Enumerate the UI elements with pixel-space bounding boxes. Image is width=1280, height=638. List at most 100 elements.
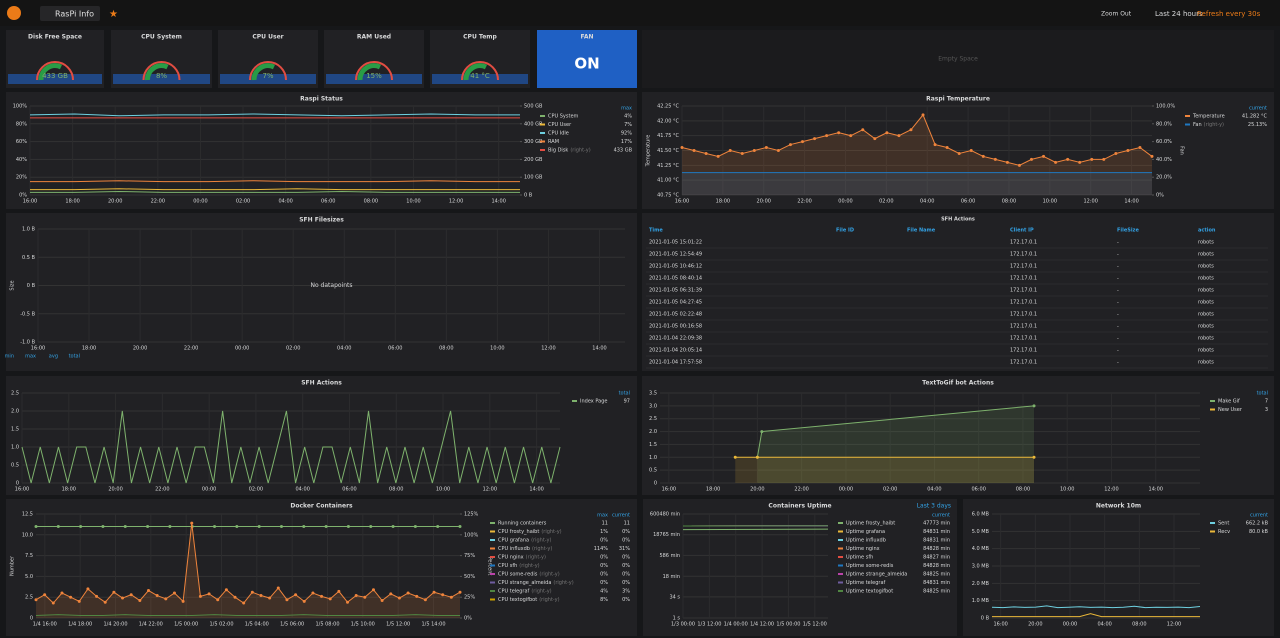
- panel: [642, 376, 1274, 495]
- table-cell: 2021-01-05 12:54:49: [649, 252, 702, 258]
- legend-value: 11: [602, 521, 608, 527]
- y-tick-label: 2.5: [649, 416, 657, 422]
- y-tick-label: 80%: [16, 121, 27, 127]
- table-header: action: [1198, 228, 1216, 234]
- y2-tick-label: 60.0%: [1156, 139, 1172, 145]
- legend-label: Running containers: [498, 521, 547, 527]
- legend-label: Uptime frosty_haibt: [846, 521, 895, 527]
- stat-value: 433 GB: [42, 72, 68, 80]
- y2-tick-label: 0%: [1156, 193, 1164, 199]
- legend-value: 11: [624, 521, 630, 527]
- point: [224, 588, 228, 592]
- table-cell: -: [1117, 288, 1119, 294]
- gauge-track: [461, 61, 499, 81]
- x-tick-label: 14:00: [1124, 199, 1138, 205]
- x-tick-label: 12:00: [1083, 199, 1097, 205]
- y2-tick-label: 75%: [464, 553, 475, 559]
- dashboard-title[interactable]: RasPi Info: [55, 10, 94, 19]
- sparkline: [220, 74, 316, 84]
- panel-title: Containers Uptime: [768, 503, 831, 510]
- point: [415, 594, 419, 598]
- x-tick-label: 18:00: [716, 199, 730, 205]
- y2-tick-label: 100.0%: [1156, 104, 1175, 110]
- point: [257, 524, 261, 528]
- y-tick-label: 3.0: [649, 403, 657, 409]
- stat-title: FAN: [580, 34, 593, 41]
- x-tick-label: 14:00: [1149, 487, 1163, 493]
- legend-label: Temperature: [1192, 114, 1225, 120]
- panel: [6, 376, 637, 495]
- legend-value: 47773 min: [923, 521, 950, 527]
- point: [733, 455, 737, 459]
- time-range[interactable]: Last 24 hours: [1155, 10, 1203, 18]
- panel-title: SFH Actions: [941, 217, 975, 223]
- dashboard-picker[interactable]: [40, 6, 100, 21]
- x-tick-label: 18:00: [65, 199, 79, 205]
- x-tick-label: 08:00: [1016, 487, 1030, 493]
- legend-label: CPU telegraf: [498, 589, 530, 595]
- stat-value: 7%: [262, 72, 273, 80]
- table-cell: -: [1117, 240, 1119, 246]
- point: [837, 131, 841, 135]
- panel: [642, 213, 1274, 371]
- x-tick-label: 20:00: [757, 199, 771, 205]
- point: [112, 590, 116, 594]
- legend-value: 84828 min: [923, 563, 950, 569]
- y-tick-label: 3.5: [649, 391, 657, 397]
- point: [801, 140, 805, 144]
- stat-value: 8%: [156, 72, 167, 80]
- point: [268, 596, 272, 600]
- x-tick-label: 14:00: [592, 346, 606, 352]
- point: [129, 593, 133, 597]
- legend-label: CPU textogifbot: [498, 597, 537, 603]
- point: [1090, 157, 1094, 161]
- legend-value: 0%: [622, 563, 630, 569]
- y-tick-label: 40%: [16, 157, 27, 163]
- point: [43, 593, 47, 597]
- y-tick-label: -1.0 B: [20, 340, 35, 346]
- x-tick-label: 08:00: [439, 346, 453, 352]
- legend-value: 84831 min: [923, 529, 950, 535]
- x-tick-label: 12:00: [1167, 622, 1181, 628]
- point: [776, 149, 780, 152]
- legend-suffix: (right-y): [531, 589, 551, 595]
- point: [279, 524, 283, 528]
- legend-suffix: (right-y): [519, 563, 539, 569]
- zoom-out[interactable]: Zoom Out: [1101, 11, 1132, 18]
- point: [825, 134, 829, 138]
- area: [682, 172, 1152, 195]
- logo[interactable]: [7, 6, 21, 20]
- legend-label: Uptime strange_almeida: [846, 572, 907, 578]
- point: [79, 524, 83, 528]
- point: [34, 524, 38, 528]
- table-cell: -: [1117, 264, 1119, 270]
- legend-label: Uptime sfh: [846, 555, 873, 561]
- y2-axis-label: Fan: [1179, 146, 1185, 155]
- point: [60, 591, 64, 595]
- y-axis-label: Size: [10, 280, 16, 290]
- y-tick-label: 0: [30, 616, 33, 622]
- legend-value: 4%: [624, 114, 632, 120]
- y-tick-label: 0%: [19, 193, 27, 199]
- table-cell: 172.17.0.1: [1010, 288, 1037, 294]
- legend-value: 7%: [624, 122, 632, 128]
- legend-label: CPU System: [548, 114, 579, 120]
- legend-value: 114%: [594, 546, 609, 552]
- y-tick-label: 600480 min: [650, 512, 680, 518]
- y2-tick-label: 80.0%: [1156, 121, 1172, 127]
- legend-header: current: [932, 513, 950, 519]
- x-tick-label: 20:00: [108, 487, 122, 493]
- sparkline: [432, 74, 528, 84]
- y2-tick-label: 0%: [464, 616, 472, 622]
- point: [311, 591, 315, 595]
- x-tick-label: 12:00: [1104, 487, 1118, 493]
- x-tick-label: 10:00: [436, 487, 450, 493]
- stat-title: Disk Free Space: [28, 34, 82, 41]
- point: [764, 146, 768, 150]
- point: [397, 596, 401, 600]
- refresh[interactable]: Refresh every 30s: [1197, 10, 1261, 18]
- legend-value: 25.13%: [1248, 122, 1267, 128]
- star[interactable]: ★: [109, 9, 118, 20]
- gauge-arc: [357, 63, 382, 81]
- x-tick-label: 12:00: [483, 487, 497, 493]
